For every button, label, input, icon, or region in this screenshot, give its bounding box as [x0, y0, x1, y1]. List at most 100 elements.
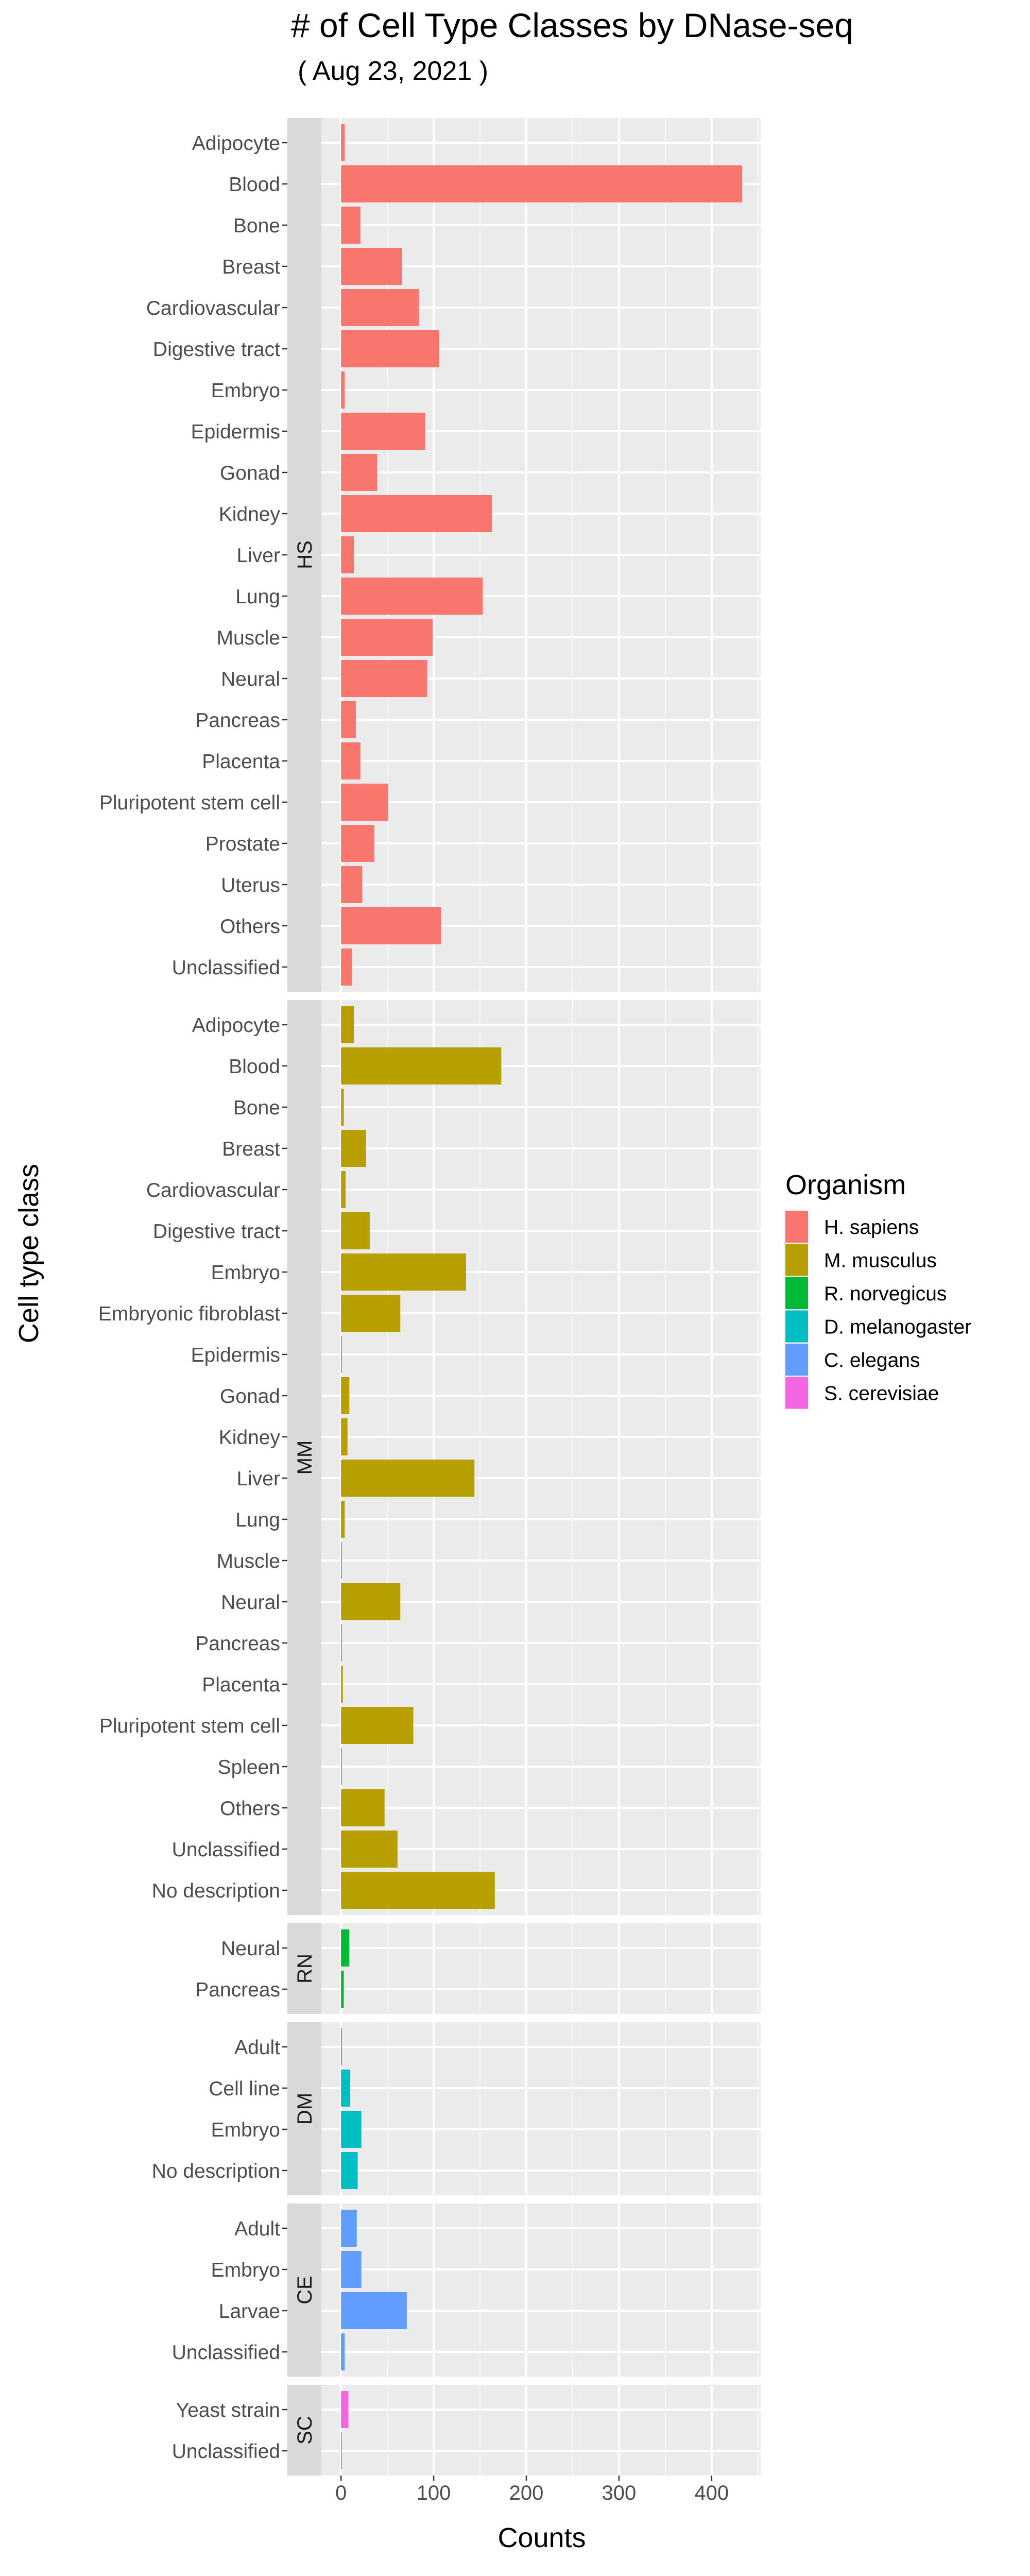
legend-swatch [785, 1344, 808, 1376]
chart-title: # of Cell Type Classes by DNase-seq [291, 6, 853, 44]
y-tick-label: Gonad [220, 1385, 280, 1408]
y-tick-label: Adipocyte [192, 132, 280, 155]
panel-background [321, 1000, 761, 1915]
y-tick-label: Yeast strain [176, 2399, 280, 2421]
y-tick-label: Adult [234, 2218, 280, 2240]
y-tick-label: Breast [222, 256, 280, 278]
legend-items: H. sapiens M. musculus R. norvegicus D. mel… [784, 1210, 971, 1410]
facet-strip [287, 2204, 321, 2377]
bar-mm-breast [341, 1130, 366, 1167]
panel-background [321, 2022, 761, 2195]
bar-hs-others [341, 907, 441, 944]
bar-hs-uterus [341, 866, 363, 903]
legend-label: S. cerevisiae [824, 1383, 939, 1405]
facet-strip-label: RN [294, 1954, 316, 1984]
bar-mm-others [341, 1789, 385, 1826]
bar-hs-embryo [341, 371, 345, 409]
y-tick-label: Pluripotent stem cell [99, 792, 280, 814]
y-axis-title: Cell type class [13, 1164, 44, 1343]
legend-swatch [785, 1377, 808, 1409]
bar-mm-lung [341, 1501, 345, 1538]
y-tick-label: Liver [236, 545, 280, 567]
bar-mm-embryo [341, 1253, 467, 1291]
y-tick-label: Pancreas [195, 1633, 280, 1655]
y-tick-label: Placenta [202, 1674, 280, 1696]
bar-mm-bone [341, 1089, 344, 1126]
facet-sc: Yeast strain Unclassified SC [172, 2385, 761, 2476]
bar-ce-larvae [341, 2292, 407, 2329]
facet-hs: Adipocyte Blood Bone Breast Cardiovascular Di… [99, 118, 761, 992]
y-tick-label: Cell line [209, 2078, 280, 2100]
y-tick-label: Unclassified [172, 2342, 280, 2364]
y-tick-label: Others [220, 1798, 280, 1820]
bar-sc-yeast-strain [341, 2391, 349, 2428]
bar-hs-liver [341, 536, 354, 573]
bar-mm-adipocyte [341, 1006, 354, 1043]
y-tick-label: Unclassified [172, 2441, 280, 2463]
facet-mm: Adipocyte Blood Bone Breast Cardiovascular Di… [98, 1000, 761, 1915]
y-tick-label: Unclassified [172, 1839, 280, 1861]
bar-mm-pancreas [341, 1624, 342, 1662]
bar-hs-gonad [341, 454, 377, 491]
x-tick-label: 200 [509, 2482, 544, 2504]
facet-rn: Neural Pancreas RN [195, 1923, 761, 2014]
y-tick-label: Cardiovascular [146, 1179, 280, 1201]
bar-mm-epidermis [341, 1336, 342, 1373]
bar-mm-unclassified [341, 1831, 398, 1868]
bar-hs-prostate [341, 825, 374, 862]
y-tick-label: Blood [229, 1056, 280, 1078]
bar-mm-neural [341, 1583, 401, 1620]
y-tick-label: Gonad [220, 462, 280, 484]
y-tick-label: Spleen [218, 1756, 280, 1778]
bar-hs-muscle [341, 619, 433, 656]
legend-label: R. norvegicus [824, 1283, 947, 1305]
y-tick-label: Embryo [211, 380, 280, 402]
bar-hs-placenta [341, 742, 360, 779]
y-tick-label: No description [152, 2160, 280, 2182]
y-tick-label: Kidney [219, 1427, 281, 1449]
facet-strip-label: CE [294, 2276, 316, 2304]
y-tick-label: Uterus [221, 874, 280, 896]
bar-rn-neural [341, 1929, 350, 1967]
y-tick-label: No description [152, 1880, 280, 1902]
y-tick-label: Cardiovascular [146, 297, 280, 319]
bar-hs-kidney [341, 495, 492, 532]
x-axis: 0 100 200 300 400 [335, 2476, 729, 2504]
legend-swatch [785, 1310, 808, 1343]
y-tick-label: Embryo [211, 2119, 280, 2141]
y-tick-label: Epidermis [191, 421, 280, 443]
y-tick-label: Embryo [211, 2259, 280, 2281]
y-tick-label: Lung [235, 1509, 280, 1531]
bar-hs-bone [341, 207, 360, 244]
legend-title: Organism [785, 1170, 906, 1200]
y-tick-label: Unclassified [172, 957, 280, 979]
legend-label: H. sapiens [824, 1216, 919, 1239]
y-tick-label: Adult [234, 2037, 280, 2059]
bar-sc-unclassified [341, 2432, 342, 2469]
bar-mm-no-description [341, 1872, 495, 1909]
bar-dm-cell-line [341, 2070, 351, 2107]
y-tick-label: Liver [236, 1468, 280, 1490]
x-axis-title: Counts [497, 2522, 586, 2553]
bar-dm-adult [341, 2028, 342, 2065]
legend-label: M. musculus [824, 1250, 937, 1272]
y-tick-label: Breast [222, 1138, 280, 1160]
bar-hs-lung [341, 578, 483, 615]
y-tick-label: Neural [221, 1591, 280, 1614]
bar-hs-epidermis [341, 413, 425, 450]
panel-background [321, 2385, 761, 2476]
x-tick-label: 0 [335, 2482, 347, 2504]
y-tick-label: Epidermis [191, 1344, 280, 1366]
legend-label: C. elegans [824, 1349, 920, 1371]
bar-mm-gonad [341, 1377, 350, 1414]
bar-mm-muscle [341, 1542, 342, 1579]
legend: Organism H. sapiens M. musculus R. norvegi… [784, 1170, 971, 1410]
y-tick-label: Embryonic fibroblast [98, 1303, 280, 1325]
y-tick-label: Muscle [216, 1550, 280, 1572]
facet-strip [287, 1000, 321, 1915]
bar-mm-liver [341, 1460, 475, 1497]
bar-hs-cardiovascular [341, 289, 419, 326]
bar-hs-unclassified [341, 948, 352, 986]
bar-hs-pancreas [341, 701, 356, 738]
